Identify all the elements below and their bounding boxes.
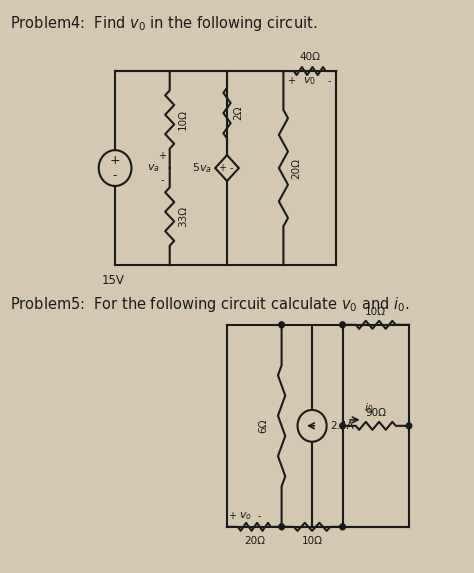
- Text: 90Ω: 90Ω: [365, 408, 386, 418]
- Text: 2.4A: 2.4A: [330, 421, 354, 431]
- Text: 15V: 15V: [102, 273, 125, 286]
- Text: 20Ω: 20Ω: [292, 158, 301, 179]
- Text: 33Ω: 33Ω: [178, 206, 188, 227]
- Text: 10Ω: 10Ω: [301, 536, 323, 545]
- Text: 2Ω: 2Ω: [233, 106, 243, 120]
- Circle shape: [279, 322, 284, 328]
- Text: $v_o$: $v_o$: [239, 510, 252, 522]
- Text: $5v_a$: $5v_a$: [191, 161, 211, 175]
- Text: Problem4:  Find $v_0$ in the following circuit.: Problem4: Find $v_0$ in the following ci…: [10, 14, 318, 33]
- Text: +: +: [110, 154, 120, 167]
- Circle shape: [340, 423, 345, 429]
- Text: $v_a$: $v_a$: [147, 162, 160, 174]
- Text: $i_0$: $i_0$: [365, 401, 374, 415]
- Text: -: -: [161, 175, 164, 185]
- Text: Problem5:  For the following circuit calculate $v_0$ and $i_0$.: Problem5: For the following circuit calc…: [10, 296, 410, 315]
- Circle shape: [406, 423, 412, 429]
- Text: -: -: [327, 76, 331, 86]
- Circle shape: [340, 322, 345, 328]
- Text: 40Ω: 40Ω: [299, 52, 320, 62]
- Text: $v_0$: $v_0$: [303, 75, 316, 87]
- Text: -: -: [230, 163, 234, 173]
- Text: +: +: [158, 151, 166, 161]
- Text: -: -: [257, 511, 261, 521]
- Circle shape: [340, 524, 345, 530]
- Text: 10Ω: 10Ω: [365, 307, 386, 317]
- Text: -: -: [113, 168, 118, 182]
- Text: +: +: [287, 76, 295, 86]
- Text: +: +: [228, 511, 237, 521]
- Text: 6Ω: 6Ω: [258, 418, 268, 433]
- Text: +: +: [219, 163, 226, 173]
- Text: 20Ω: 20Ω: [244, 536, 265, 545]
- Circle shape: [279, 524, 284, 530]
- Text: 10Ω: 10Ω: [178, 109, 188, 130]
